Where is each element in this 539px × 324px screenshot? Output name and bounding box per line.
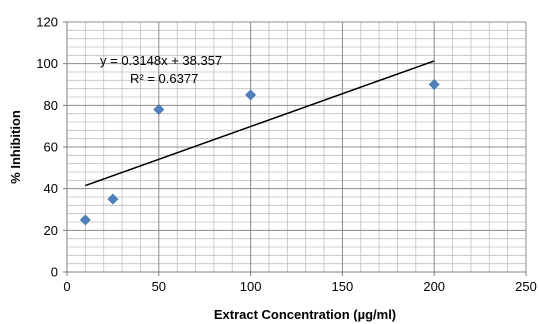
x-tick-label: 50: [152, 279, 166, 294]
y-tick-label: 100: [36, 56, 58, 71]
data-point: [107, 193, 119, 205]
r-squared-label: R² = 0.6377: [130, 71, 198, 86]
x-tick-label: 0: [63, 279, 70, 294]
x-tick-labels: 0 50 100 150 200 250: [63, 279, 536, 294]
data-point: [245, 89, 257, 101]
trendline: [85, 60, 435, 187]
axes: [63, 21, 527, 276]
trendline-equation: y = 0.3148x + 38.357: [100, 53, 222, 68]
y-tick-label: 0: [51, 265, 58, 280]
y-tick-label: 40: [44, 181, 58, 196]
y-tick-label: 120: [36, 15, 58, 30]
x-axis-title: Extract Concentration (µg/ml): [214, 307, 396, 322]
data-point: [428, 79, 440, 90]
y-tick-labels: 0 20 40 60 80 100 120: [36, 15, 58, 280]
y-tick-label: 20: [44, 223, 58, 238]
x-tick-label: 150: [332, 279, 354, 294]
y-tick-label: 80: [44, 98, 58, 113]
data-points: [79, 79, 440, 226]
x-tick-label: 250: [515, 279, 537, 294]
y-axis-title: % Inhibition: [8, 110, 23, 184]
data-point: [153, 104, 165, 115]
trendline-line: [85, 60, 435, 187]
data-point: [79, 214, 91, 226]
y-tick-label: 60: [44, 140, 58, 155]
x-tick-label: 100: [240, 279, 262, 294]
x-tick-label: 200: [423, 279, 445, 294]
